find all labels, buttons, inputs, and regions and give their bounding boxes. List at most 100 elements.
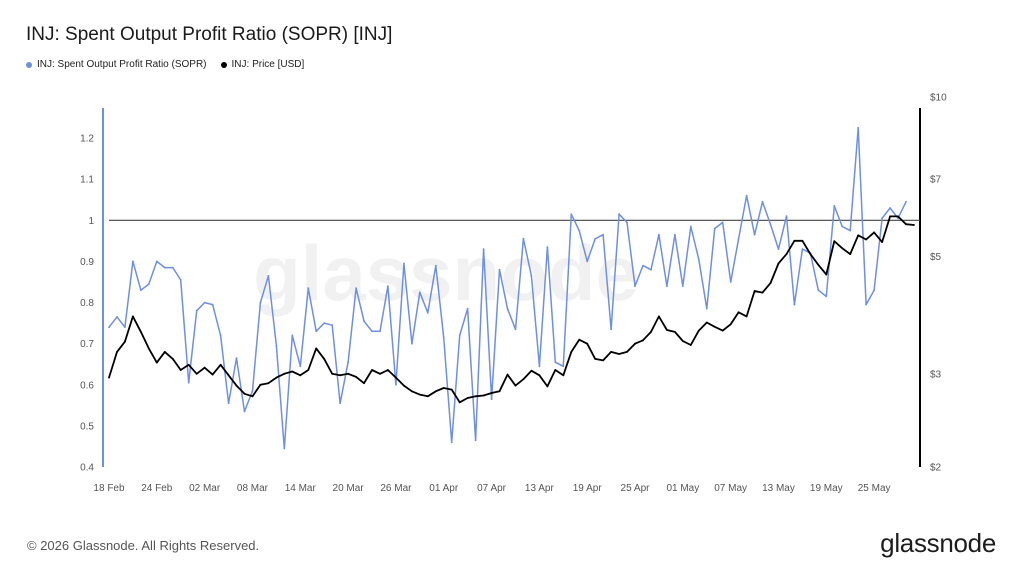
legend-marker-price xyxy=(220,61,227,68)
series-sopr-point xyxy=(434,264,437,267)
series-price-point xyxy=(578,338,581,341)
series-price-point xyxy=(793,239,796,242)
series-price-point xyxy=(705,321,708,324)
series-sopr-point xyxy=(713,227,716,230)
series-sopr-point xyxy=(689,225,692,228)
series-price-point xyxy=(769,282,772,284)
series-price-point xyxy=(155,361,158,364)
series-sopr-point xyxy=(777,248,780,251)
series-sopr-point xyxy=(578,229,581,232)
series-price-point xyxy=(171,358,174,360)
series-price-point xyxy=(594,358,597,360)
copyright-footer: © 2026 Glassnode. All Rights Reserved. xyxy=(27,538,260,553)
series-price-point xyxy=(697,329,700,332)
series-price-point xyxy=(514,384,517,387)
series-sopr-point xyxy=(355,287,357,290)
series-price-point xyxy=(801,239,804,242)
series-sopr-point xyxy=(203,301,206,304)
series-sopr-point xyxy=(793,303,796,306)
y-right-tick-label: $2 xyxy=(930,463,942,474)
series-sopr-point xyxy=(307,287,310,290)
series-sopr-point xyxy=(490,398,493,401)
series-sopr-point xyxy=(881,217,883,220)
series-price-point xyxy=(650,331,652,333)
series-price-point xyxy=(243,392,246,395)
series-sopr-point xyxy=(538,365,541,368)
x-tick-label: 26 Mar xyxy=(380,483,412,494)
series-sopr-point xyxy=(243,410,246,413)
series-sopr-point xyxy=(251,390,254,392)
series-sopr-point xyxy=(211,303,214,306)
legend-label-sopr: INJ: Spent Output Profit Ratio (SOPR) xyxy=(37,59,207,70)
series-price-point xyxy=(458,401,461,404)
series-sopr-point xyxy=(586,260,589,263)
glassnode-logo[interactable]: glassnode xyxy=(880,528,996,558)
series-price-point xyxy=(442,387,445,389)
series-price-point xyxy=(450,388,453,391)
series-sopr-point xyxy=(602,233,604,236)
series-price-point xyxy=(713,325,716,328)
series-sopr-point xyxy=(697,258,700,261)
series-sopr-point xyxy=(116,316,118,318)
series-price-point xyxy=(371,369,373,371)
series-price-point xyxy=(140,331,142,333)
legend-item-price[interactable]: INJ: Price [USD] xyxy=(220,59,305,70)
series-price-point xyxy=(331,372,334,375)
series-price-point xyxy=(666,329,668,331)
series-price-point xyxy=(147,347,150,350)
series-sopr-point xyxy=(395,383,397,386)
x-tick-label: 08 Mar xyxy=(237,483,269,494)
series-price-point xyxy=(785,253,788,256)
series-price-point xyxy=(562,374,565,377)
series-price-point xyxy=(187,363,190,366)
series-sopr-point xyxy=(841,225,844,228)
series-sopr-point xyxy=(506,307,509,310)
series-sopr-point xyxy=(721,221,724,224)
series-price-point xyxy=(610,351,612,353)
series-price-point xyxy=(737,311,740,314)
series-price-point xyxy=(721,329,724,332)
x-tick-label: 14 Mar xyxy=(285,483,317,494)
series-price-point xyxy=(554,369,557,371)
y-left-tick-label: 1.2 xyxy=(80,134,94,145)
series-price-point xyxy=(602,359,604,362)
series-sopr-point xyxy=(594,237,597,240)
series-price-point xyxy=(108,376,110,379)
series-price-point xyxy=(355,376,357,378)
series-price-point xyxy=(849,253,852,256)
series-sopr-point xyxy=(411,342,413,345)
series-sopr-point xyxy=(745,194,748,197)
series-price-point xyxy=(538,374,541,377)
series-sopr-point xyxy=(418,291,421,294)
series-price-point xyxy=(642,339,644,342)
series-price-point xyxy=(626,351,628,353)
series-sopr-point xyxy=(562,365,565,368)
series-price-point xyxy=(841,247,844,250)
series-sopr-point xyxy=(219,334,222,337)
series-price-point xyxy=(586,342,589,345)
chart-title: INJ: Spent Output Profit Ratio (SOPR) [I… xyxy=(26,24,393,45)
series-price-point xyxy=(259,383,262,386)
series-price-point xyxy=(132,315,134,318)
series-sopr-point xyxy=(865,303,867,306)
series-sopr-point xyxy=(857,126,860,129)
series-price-point xyxy=(323,358,326,360)
x-tick-label: 18 Feb xyxy=(93,483,125,494)
series-sopr-point xyxy=(658,233,660,236)
series-sopr-point xyxy=(179,279,182,281)
series-sopr-point xyxy=(650,268,652,271)
series-price-point xyxy=(897,215,899,218)
series-sopr-point xyxy=(195,309,198,312)
y-left-tick-label: 1.1 xyxy=(80,175,94,186)
series-price-point xyxy=(913,224,915,226)
x-tick-label: 19 Apr xyxy=(573,483,603,494)
legend-item-sopr[interactable]: INJ: Spent Output Profit Ratio (SOPR) xyxy=(26,59,207,70)
y-left-tick-label: 0.6 xyxy=(80,380,94,391)
x-tick-label: 13 May xyxy=(762,483,795,494)
legend-label-price: INJ: Price [USD] xyxy=(231,59,305,70)
series-sopr-point xyxy=(729,281,732,283)
series-sopr-point xyxy=(785,215,788,218)
series-sopr-point xyxy=(817,289,820,292)
series-price-point xyxy=(634,342,636,345)
